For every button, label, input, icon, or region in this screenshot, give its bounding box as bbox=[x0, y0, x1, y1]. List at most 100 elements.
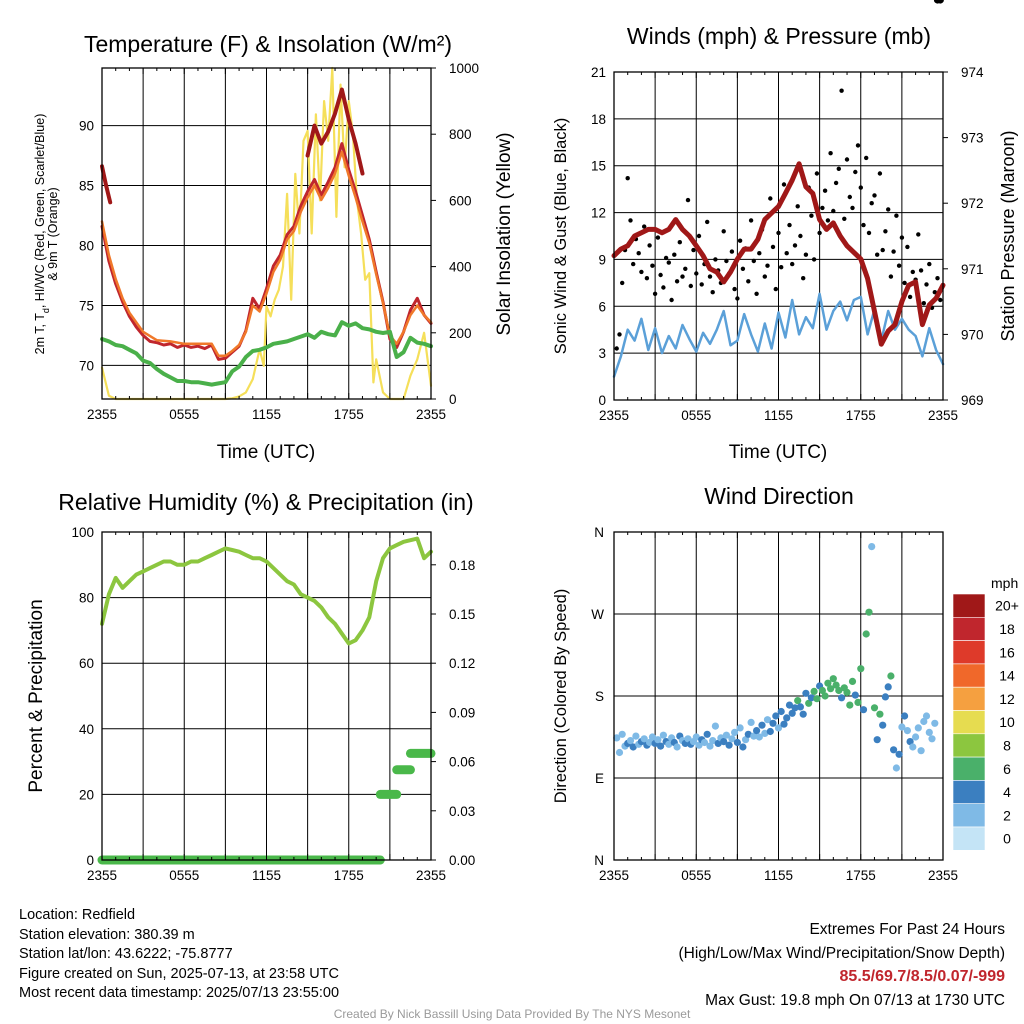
gust-point bbox=[729, 249, 735, 254]
x-tick-label: 1755 bbox=[846, 408, 876, 423]
y-tick-label: 90 bbox=[79, 119, 94, 134]
y-tick-label: 15 bbox=[591, 159, 606, 174]
direction-y-axis-label: Direction (Colored By Speed) bbox=[552, 589, 570, 804]
colorbar-swatch bbox=[952, 733, 986, 758]
direction-point bbox=[821, 692, 829, 700]
direction-point bbox=[774, 724, 783, 732]
gust-point bbox=[674, 279, 680, 284]
gust-point bbox=[696, 233, 702, 239]
direction-point bbox=[838, 694, 846, 702]
colorbar-swatch bbox=[952, 803, 986, 828]
direction-point bbox=[747, 718, 755, 727]
gust-point bbox=[891, 249, 896, 254]
colorbar-label: 10 bbox=[999, 714, 1015, 730]
direction-point bbox=[928, 735, 936, 743]
gust-point bbox=[614, 346, 619, 351]
gust-point bbox=[839, 88, 844, 93]
y-right-tick-label: 971 bbox=[961, 262, 984, 277]
direction-point bbox=[780, 720, 788, 728]
x-tick-label: 2355 bbox=[416, 868, 446, 883]
y-tick-label: 18 bbox=[591, 112, 606, 127]
colorbar-label: 18 bbox=[999, 621, 1015, 637]
extremes-info: Extremes For Past 24 Hours (High/Low/Max… bbox=[679, 918, 1006, 1012]
direction-point bbox=[876, 710, 884, 718]
humidity-title: Relative Humidity (%) & Precipitation (i… bbox=[58, 489, 473, 515]
temperature-series bbox=[100, 87, 433, 387]
solar-y-axis-label: Solar Insolation (Yellow) bbox=[494, 132, 515, 335]
temperature-series-line bbox=[305, 87, 365, 176]
gust-point bbox=[699, 282, 704, 287]
gust-point bbox=[620, 280, 625, 286]
max-gust: Max Gust: 19.8 mph On 07/13 at 1730 UTC bbox=[705, 991, 1005, 1009]
direction-point bbox=[936, 0, 944, 4]
relative-humidity-line bbox=[100, 536, 433, 646]
x-tick-label: 1155 bbox=[764, 408, 793, 423]
pressure-y-axis-label: Station Pressure (Maroon) bbox=[998, 130, 1018, 341]
y-tick-label: 85 bbox=[79, 179, 94, 194]
gust-point bbox=[828, 151, 833, 156]
direction-point bbox=[909, 743, 917, 751]
direction-point bbox=[887, 672, 895, 680]
gust-point bbox=[935, 276, 940, 281]
direction-point bbox=[925, 728, 933, 737]
humidity-panel: Relative Humidity (%) & Precipitation (i… bbox=[26, 489, 475, 883]
gust-point bbox=[650, 263, 655, 268]
gust-point bbox=[710, 290, 715, 295]
gust-point bbox=[921, 301, 926, 306]
humidity-y-axis-label: Percent & Precipitation bbox=[26, 599, 47, 792]
y-tick-label: 9 bbox=[598, 252, 606, 267]
direction-point bbox=[613, 734, 621, 742]
direction-point bbox=[629, 743, 637, 751]
gust-point bbox=[770, 244, 776, 250]
gust-point bbox=[894, 213, 899, 218]
colorbar-label: 16 bbox=[999, 644, 1015, 660]
station-location: Location: Redfield bbox=[19, 907, 136, 923]
direction-point bbox=[862, 630, 870, 638]
y-tick-label: 80 bbox=[79, 238, 94, 253]
gust-point bbox=[776, 230, 781, 236]
y-tick-label: 21 bbox=[591, 65, 606, 80]
direction-point bbox=[796, 703, 805, 711]
y-right-tick-label: 972 bbox=[961, 196, 984, 211]
direction-point bbox=[733, 738, 742, 747]
direction-point bbox=[618, 730, 626, 738]
gust-point bbox=[932, 290, 937, 295]
gust-point bbox=[754, 291, 759, 296]
winds-y-axis-label: Sonic Wind & Gust (Blue, Black) bbox=[552, 118, 570, 355]
direction-point bbox=[739, 743, 747, 751]
gust-point bbox=[831, 208, 836, 214]
gust-point bbox=[927, 261, 932, 267]
gust-point bbox=[883, 229, 888, 234]
gust-point bbox=[694, 271, 699, 276]
y-right-tick-label: 0.12 bbox=[449, 656, 475, 671]
x-tick-label: 2355 bbox=[928, 408, 958, 423]
gust-point bbox=[779, 265, 784, 270]
direction-point bbox=[758, 721, 766, 729]
colorbar-label: 4 bbox=[1003, 784, 1011, 800]
y-right-tick-label: 0.03 bbox=[449, 804, 475, 819]
direction-point bbox=[761, 729, 769, 738]
gust-point bbox=[617, 332, 622, 337]
direction-point bbox=[709, 737, 717, 745]
direction-point bbox=[903, 727, 912, 735]
y-tick-label: W bbox=[591, 607, 604, 622]
gust-point bbox=[683, 266, 688, 271]
gust-point bbox=[872, 193, 877, 198]
direction-point bbox=[753, 727, 761, 735]
y-tick-label: N bbox=[594, 853, 604, 868]
direction-point bbox=[802, 689, 810, 697]
gust-point bbox=[713, 257, 718, 262]
gust-point bbox=[705, 219, 710, 225]
x-tick-label: 1755 bbox=[846, 868, 876, 883]
direction-point bbox=[700, 738, 709, 747]
x-tick-label: 2355 bbox=[599, 408, 629, 423]
gust-point bbox=[938, 297, 943, 303]
gust-point bbox=[855, 143, 861, 148]
direction-point bbox=[892, 764, 901, 772]
gust-point bbox=[707, 274, 713, 279]
gust-point bbox=[924, 282, 929, 287]
winds-axes: 0 3 6 9 12 15 18 21 969 970 971 972 973 974 2355 0555 11… bbox=[591, 65, 984, 423]
direction-point bbox=[648, 733, 657, 741]
